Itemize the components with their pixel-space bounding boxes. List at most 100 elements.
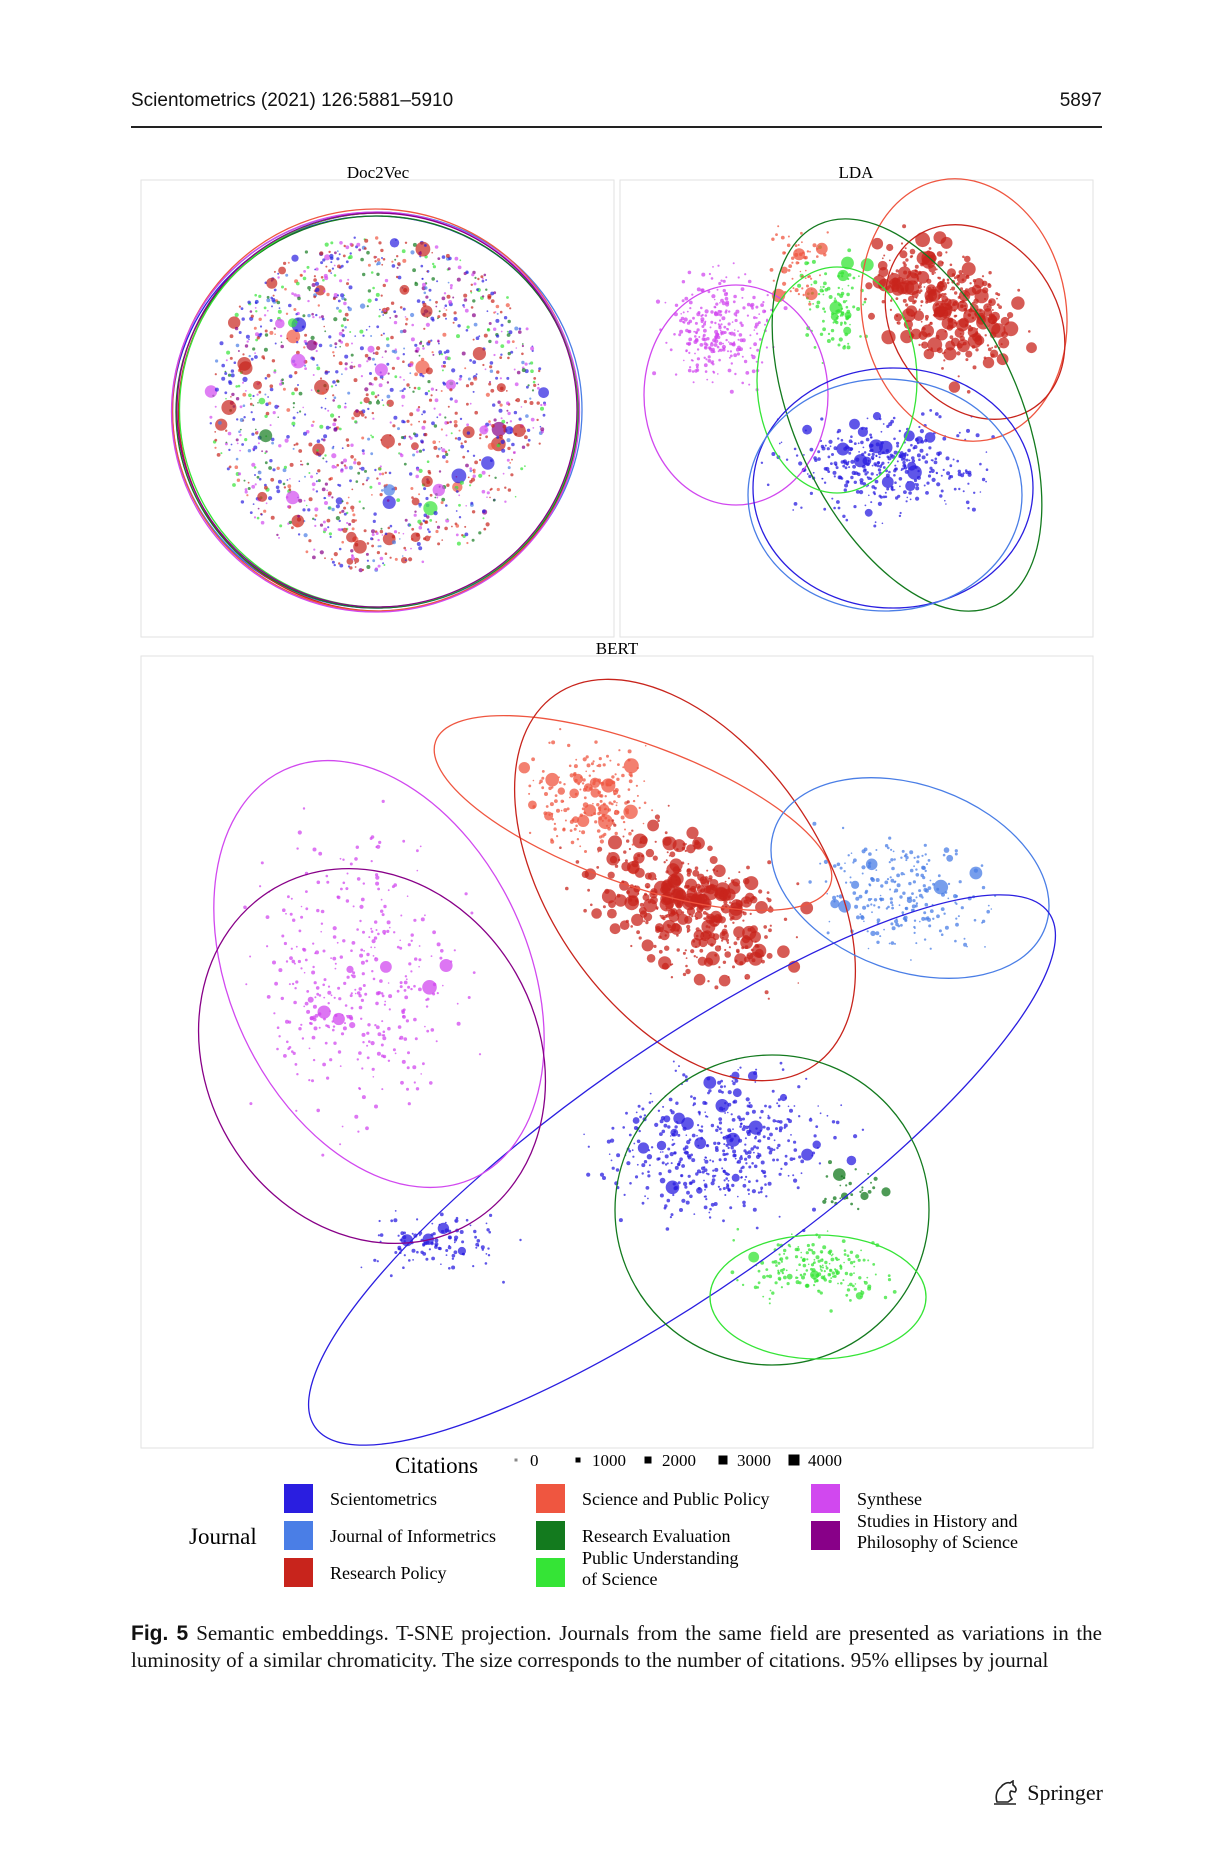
scatter-point <box>351 488 354 491</box>
figure-caption: Fig. 5 Semantic embeddings. T-SNE project… <box>131 1620 1102 1674</box>
lda-ellipse <box>756 266 918 494</box>
scatter-point <box>663 1206 667 1210</box>
scatter-point <box>599 839 605 844</box>
scatter-point <box>334 967 337 970</box>
scatter-point <box>505 426 514 435</box>
scatter-point <box>278 536 280 539</box>
scatter-point <box>434 398 439 403</box>
scatter-point <box>760 1188 763 1191</box>
scatter-point <box>717 335 721 340</box>
scatter-point <box>890 941 895 945</box>
scatter-point <box>314 268 316 271</box>
scatter-point <box>334 251 337 255</box>
journal-reference: Scientometrics (2021) 126:5881–5910 <box>131 90 454 111</box>
scatter-point <box>509 420 513 423</box>
scatter-point <box>518 330 522 334</box>
scatter-point <box>964 307 967 310</box>
scatter-point <box>841 275 844 278</box>
scatter-point <box>346 965 354 974</box>
scatter-point <box>573 827 577 831</box>
scatter-point <box>713 1202 718 1206</box>
scatter-point <box>314 507 319 512</box>
scatter-point <box>635 784 639 787</box>
scatter-point <box>353 365 356 368</box>
scatter-point <box>241 317 245 321</box>
scatter-point <box>455 533 459 537</box>
scatter-point <box>821 362 824 364</box>
scatter-point <box>457 324 461 328</box>
scatter-point <box>964 469 968 472</box>
scatter-point <box>226 350 231 355</box>
scatter-point <box>725 276 728 279</box>
scatter-point <box>454 256 459 261</box>
scatter-point <box>812 821 817 826</box>
scatter-point <box>704 314 708 317</box>
scatter-point <box>744 1157 748 1161</box>
scatter-point <box>1026 342 1037 354</box>
scatter-point <box>441 448 446 453</box>
scatter-point <box>996 303 1000 307</box>
scatter-point <box>892 850 895 853</box>
scatter-point <box>445 504 448 507</box>
scatter-point <box>819 1291 823 1295</box>
scatter-point <box>755 1226 759 1230</box>
scatter-point <box>333 427 338 432</box>
scatter-point <box>386 929 390 934</box>
scatter-point <box>928 470 932 474</box>
scatter-point <box>253 466 257 469</box>
scatter-point <box>418 525 423 530</box>
scatter-point <box>456 1021 461 1026</box>
scatter-point <box>489 381 491 383</box>
scatter-point <box>380 527 383 530</box>
scatter-point <box>958 487 961 491</box>
scatter-point <box>278 968 283 973</box>
scatter-point <box>740 1155 743 1158</box>
scatter-point <box>724 1112 726 1114</box>
scatter-point <box>628 1133 632 1137</box>
scatter-point <box>751 355 756 360</box>
legend-label: Science and Public Policy <box>582 1489 769 1509</box>
scatter-point <box>843 870 846 873</box>
scatter-point <box>844 1271 849 1276</box>
scatter-point <box>424 391 429 396</box>
scatter-point <box>353 458 357 461</box>
scatter-point <box>403 989 407 992</box>
scatter-point <box>867 1259 870 1262</box>
scatter-point <box>407 943 411 947</box>
scatter-point <box>778 1278 782 1281</box>
scatter-point <box>859 1190 862 1194</box>
panel-title-lda: LDA <box>839 163 875 182</box>
scatter-point <box>945 303 948 306</box>
scatter-point <box>669 348 673 352</box>
scatter-point <box>356 461 361 466</box>
scatter-point <box>786 1282 790 1286</box>
scatter-point <box>339 1143 342 1146</box>
scatter-point <box>392 540 396 545</box>
scatter-point <box>747 1071 758 1081</box>
scatter-point <box>746 1132 751 1136</box>
scatter-point <box>343 405 347 409</box>
scatter-point <box>335 296 338 299</box>
scatter-point <box>379 1233 384 1237</box>
scatter-point <box>507 351 511 356</box>
scatter-point <box>476 288 479 291</box>
scatter-point <box>431 1242 434 1244</box>
scatter-point <box>876 918 881 923</box>
scatter-point <box>447 267 451 271</box>
scatter-point <box>523 400 528 404</box>
scatter-point <box>998 305 1002 309</box>
scatter-point <box>407 1051 410 1055</box>
scatter-point <box>370 927 373 930</box>
scatter-point <box>810 283 813 286</box>
scatter-point <box>813 1261 816 1264</box>
scatter-point <box>815 1279 819 1283</box>
scatter-point <box>357 363 362 368</box>
scatter-point <box>236 442 239 445</box>
scatter-point <box>416 849 419 853</box>
scatter-point <box>890 858 894 862</box>
scatter-point <box>227 373 232 377</box>
scatter-point <box>403 1037 408 1041</box>
scatter-point <box>384 471 387 474</box>
scatter-point <box>462 304 465 307</box>
scatter-point <box>360 257 364 262</box>
